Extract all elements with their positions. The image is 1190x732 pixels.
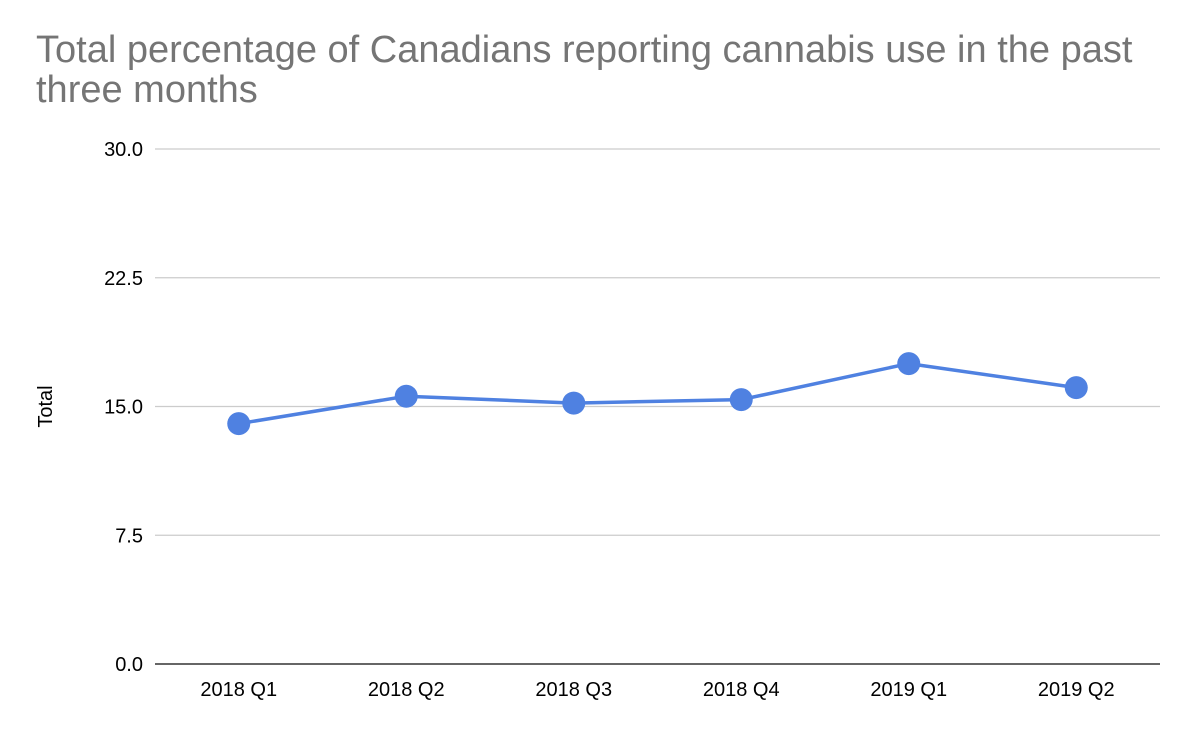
data-point [897, 352, 921, 376]
x-tick-label: 2018 Q4 [703, 679, 780, 701]
chart-title: Total percentage of Canadians reporting … [36, 29, 1133, 111]
x-tick-label: 2019 Q1 [870, 679, 947, 701]
x-tick-label: 2018 Q2 [368, 679, 445, 701]
gridlines [155, 148, 1160, 536]
y-tick-label: 22.5 [104, 268, 143, 290]
y-tick-label: 15.0 [104, 397, 143, 419]
series-layer [227, 352, 1088, 436]
y-tick-label: 0.0 [115, 654, 143, 676]
y-tick-label: 7.5 [115, 525, 143, 547]
series-line [238, 361, 1077, 426]
y-tick-label: 30.0 [104, 139, 143, 161]
x-tick-label: 2018 Q1 [200, 679, 277, 701]
y-axis-ticks: 0.0 7.5 15.0 22.5 30.0 [104, 139, 143, 676]
data-point [729, 388, 753, 412]
x-tick-label: 2018 Q3 [535, 679, 612, 701]
data-point [1064, 376, 1088, 400]
x-axis-ticks: 2018 Q1 2018 Q2 2018 Q3 2018 Q4 2019 Q1 2019 … [200, 679, 1114, 701]
data-point [227, 412, 251, 436]
data-point [562, 391, 586, 415]
x-tick-label: 2019 Q2 [1038, 679, 1115, 701]
y-axis-title: Total [35, 385, 57, 427]
data-point [394, 384, 418, 408]
